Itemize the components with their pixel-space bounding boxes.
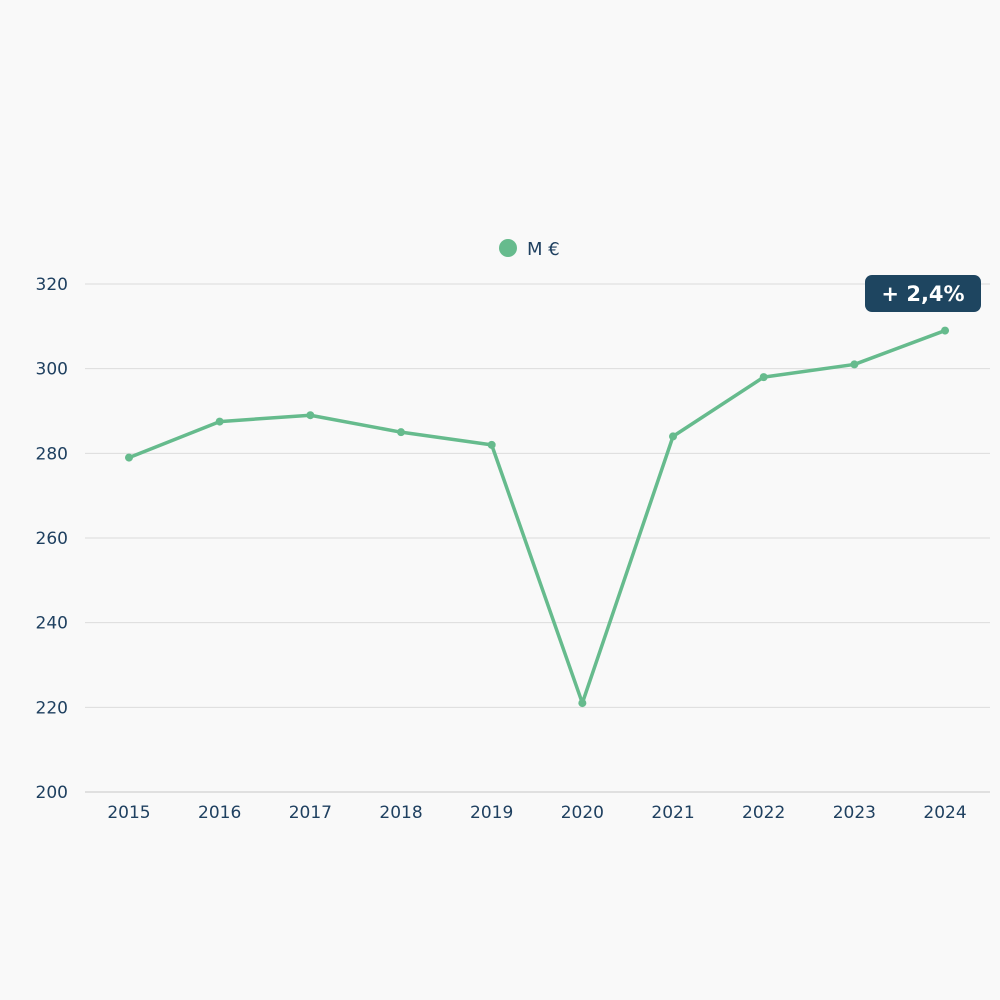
y-axis: 200 220 240 260 280 300 320	[36, 275, 68, 803]
data-point[interactable]	[125, 453, 133, 462]
data-point[interactable]	[306, 411, 315, 420]
x-tick-label: 2016	[198, 803, 241, 823]
y-tick-label: 200	[36, 783, 68, 803]
y-tick-label: 280	[36, 444, 68, 464]
x-tick-label: 2021	[651, 803, 694, 823]
legend[interactable]: M €	[499, 239, 560, 260]
gridlines	[85, 283, 990, 793]
y-tick-label: 240	[36, 614, 68, 634]
y-tick-label: 300	[36, 360, 68, 380]
data-point[interactable]	[669, 432, 678, 441]
data-point[interactable]	[759, 373, 768, 382]
data-point[interactable]	[578, 699, 587, 708]
x-tick-label: 2020	[561, 803, 604, 823]
x-tick-label: 2017	[289, 803, 332, 823]
y-tick-label: 220	[36, 698, 68, 718]
legend-label: M €	[527, 239, 560, 260]
data-point[interactable]	[397, 428, 406, 437]
x-tick-label: 2015	[107, 803, 150, 823]
data-point[interactable]	[941, 326, 950, 335]
x-tick-label: 2023	[833, 803, 876, 823]
change-badge: + 2,4%	[865, 275, 981, 312]
x-axis: 2015 2016 2017 2018 2019 2020 2021 2022 2023 2024	[107, 803, 966, 823]
change-badge-text: + 2,4%	[881, 282, 964, 306]
data-point[interactable]	[487, 440, 496, 449]
legend-marker	[499, 239, 517, 257]
data-points	[125, 326, 950, 708]
y-tick-label: 260	[36, 529, 68, 549]
x-tick-label: 2022	[742, 803, 785, 823]
x-tick-label: 2019	[470, 803, 513, 823]
x-tick-label: 2018	[379, 803, 422, 823]
y-tick-label: 320	[36, 275, 68, 295]
data-point[interactable]	[850, 360, 859, 369]
series-line	[128, 328, 946, 705]
data-point[interactable]	[215, 417, 224, 426]
x-tick-label: 2024	[923, 803, 966, 823]
